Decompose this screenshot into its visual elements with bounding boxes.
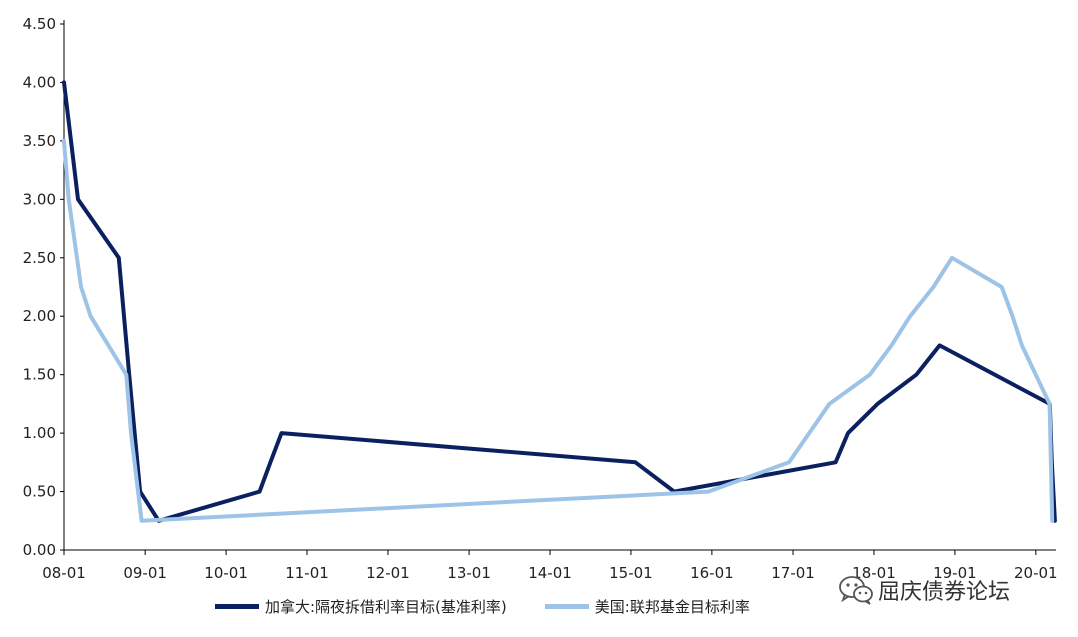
wechat-icon (839, 576, 873, 605)
x-tick-label: 10-01 (204, 564, 248, 582)
series-line-1 (62, 138, 1055, 523)
y-tick-label: 1.50 (23, 366, 56, 384)
y-tick-label: 3.50 (23, 132, 56, 150)
watermark: 屈庆债券论坛 (838, 574, 1010, 606)
x-tick-label: 17-01 (771, 564, 815, 582)
y-tick-label: 2.00 (23, 307, 56, 325)
x-tick-label: 19-01 (933, 564, 977, 582)
x-tick-label: 12-01 (366, 564, 410, 582)
legend-item-us: 美国:联邦基金目标利率 (544, 596, 750, 617)
x-tick-label: 14-01 (528, 564, 572, 582)
legend-swatch-canada (215, 604, 259, 609)
legend: 加拿大:隔夜拆借利率目标(基准利率) 美国:联邦基金目标利率 (215, 596, 788, 617)
y-axis: 0.00 0.50 1.00 1.50 2.00 2.50 3.00 3.50 4.00 4.50 (23, 15, 65, 559)
y-tick-label: 1.00 (23, 424, 56, 442)
x-tick-label: 16-01 (690, 564, 734, 582)
y-tick-label: 0.00 (23, 541, 56, 559)
y-tick-label: 2.50 (23, 249, 56, 267)
series-layer (62, 80, 1057, 523)
legend-label-us: 美国:联邦基金目标利率 (594, 598, 750, 616)
x-tick-label: 18-01 (852, 564, 896, 582)
legend-item-canada: 加拿大:隔夜拆借利率目标(基准利率) (215, 596, 507, 617)
x-tick-label: 20-01 (1014, 564, 1058, 582)
line-chart: 0.00 0.50 1.00 1.50 2.00 2.50 3.00 3.50 4.00 4.50… (23, 15, 1058, 582)
y-tick-label: 4.50 (23, 15, 56, 33)
series-line-0 (62, 80, 1057, 523)
y-tick-label: 3.00 (23, 190, 56, 208)
x-tick-label: 15-01 (609, 564, 653, 582)
y-tick-label: 0.50 (23, 483, 56, 501)
x-tick-label: 08-01 (42, 564, 86, 582)
x-axis: 08-01 09-01 10-01 11-01 12-01 13-01 14-01 15-01… (42, 549, 1058, 582)
y-tick-label: 4.00 (23, 73, 56, 91)
x-tick-label: 11-01 (285, 564, 329, 582)
legend-label-canada: 加拿大:隔夜拆借利率目标(基准利率) (265, 598, 507, 616)
legend-swatch-us (544, 604, 589, 609)
x-tick-label: 09-01 (123, 564, 167, 582)
x-tick-label: 13-01 (447, 564, 491, 582)
watermark-text: 屈庆债券论坛 (878, 580, 1011, 605)
